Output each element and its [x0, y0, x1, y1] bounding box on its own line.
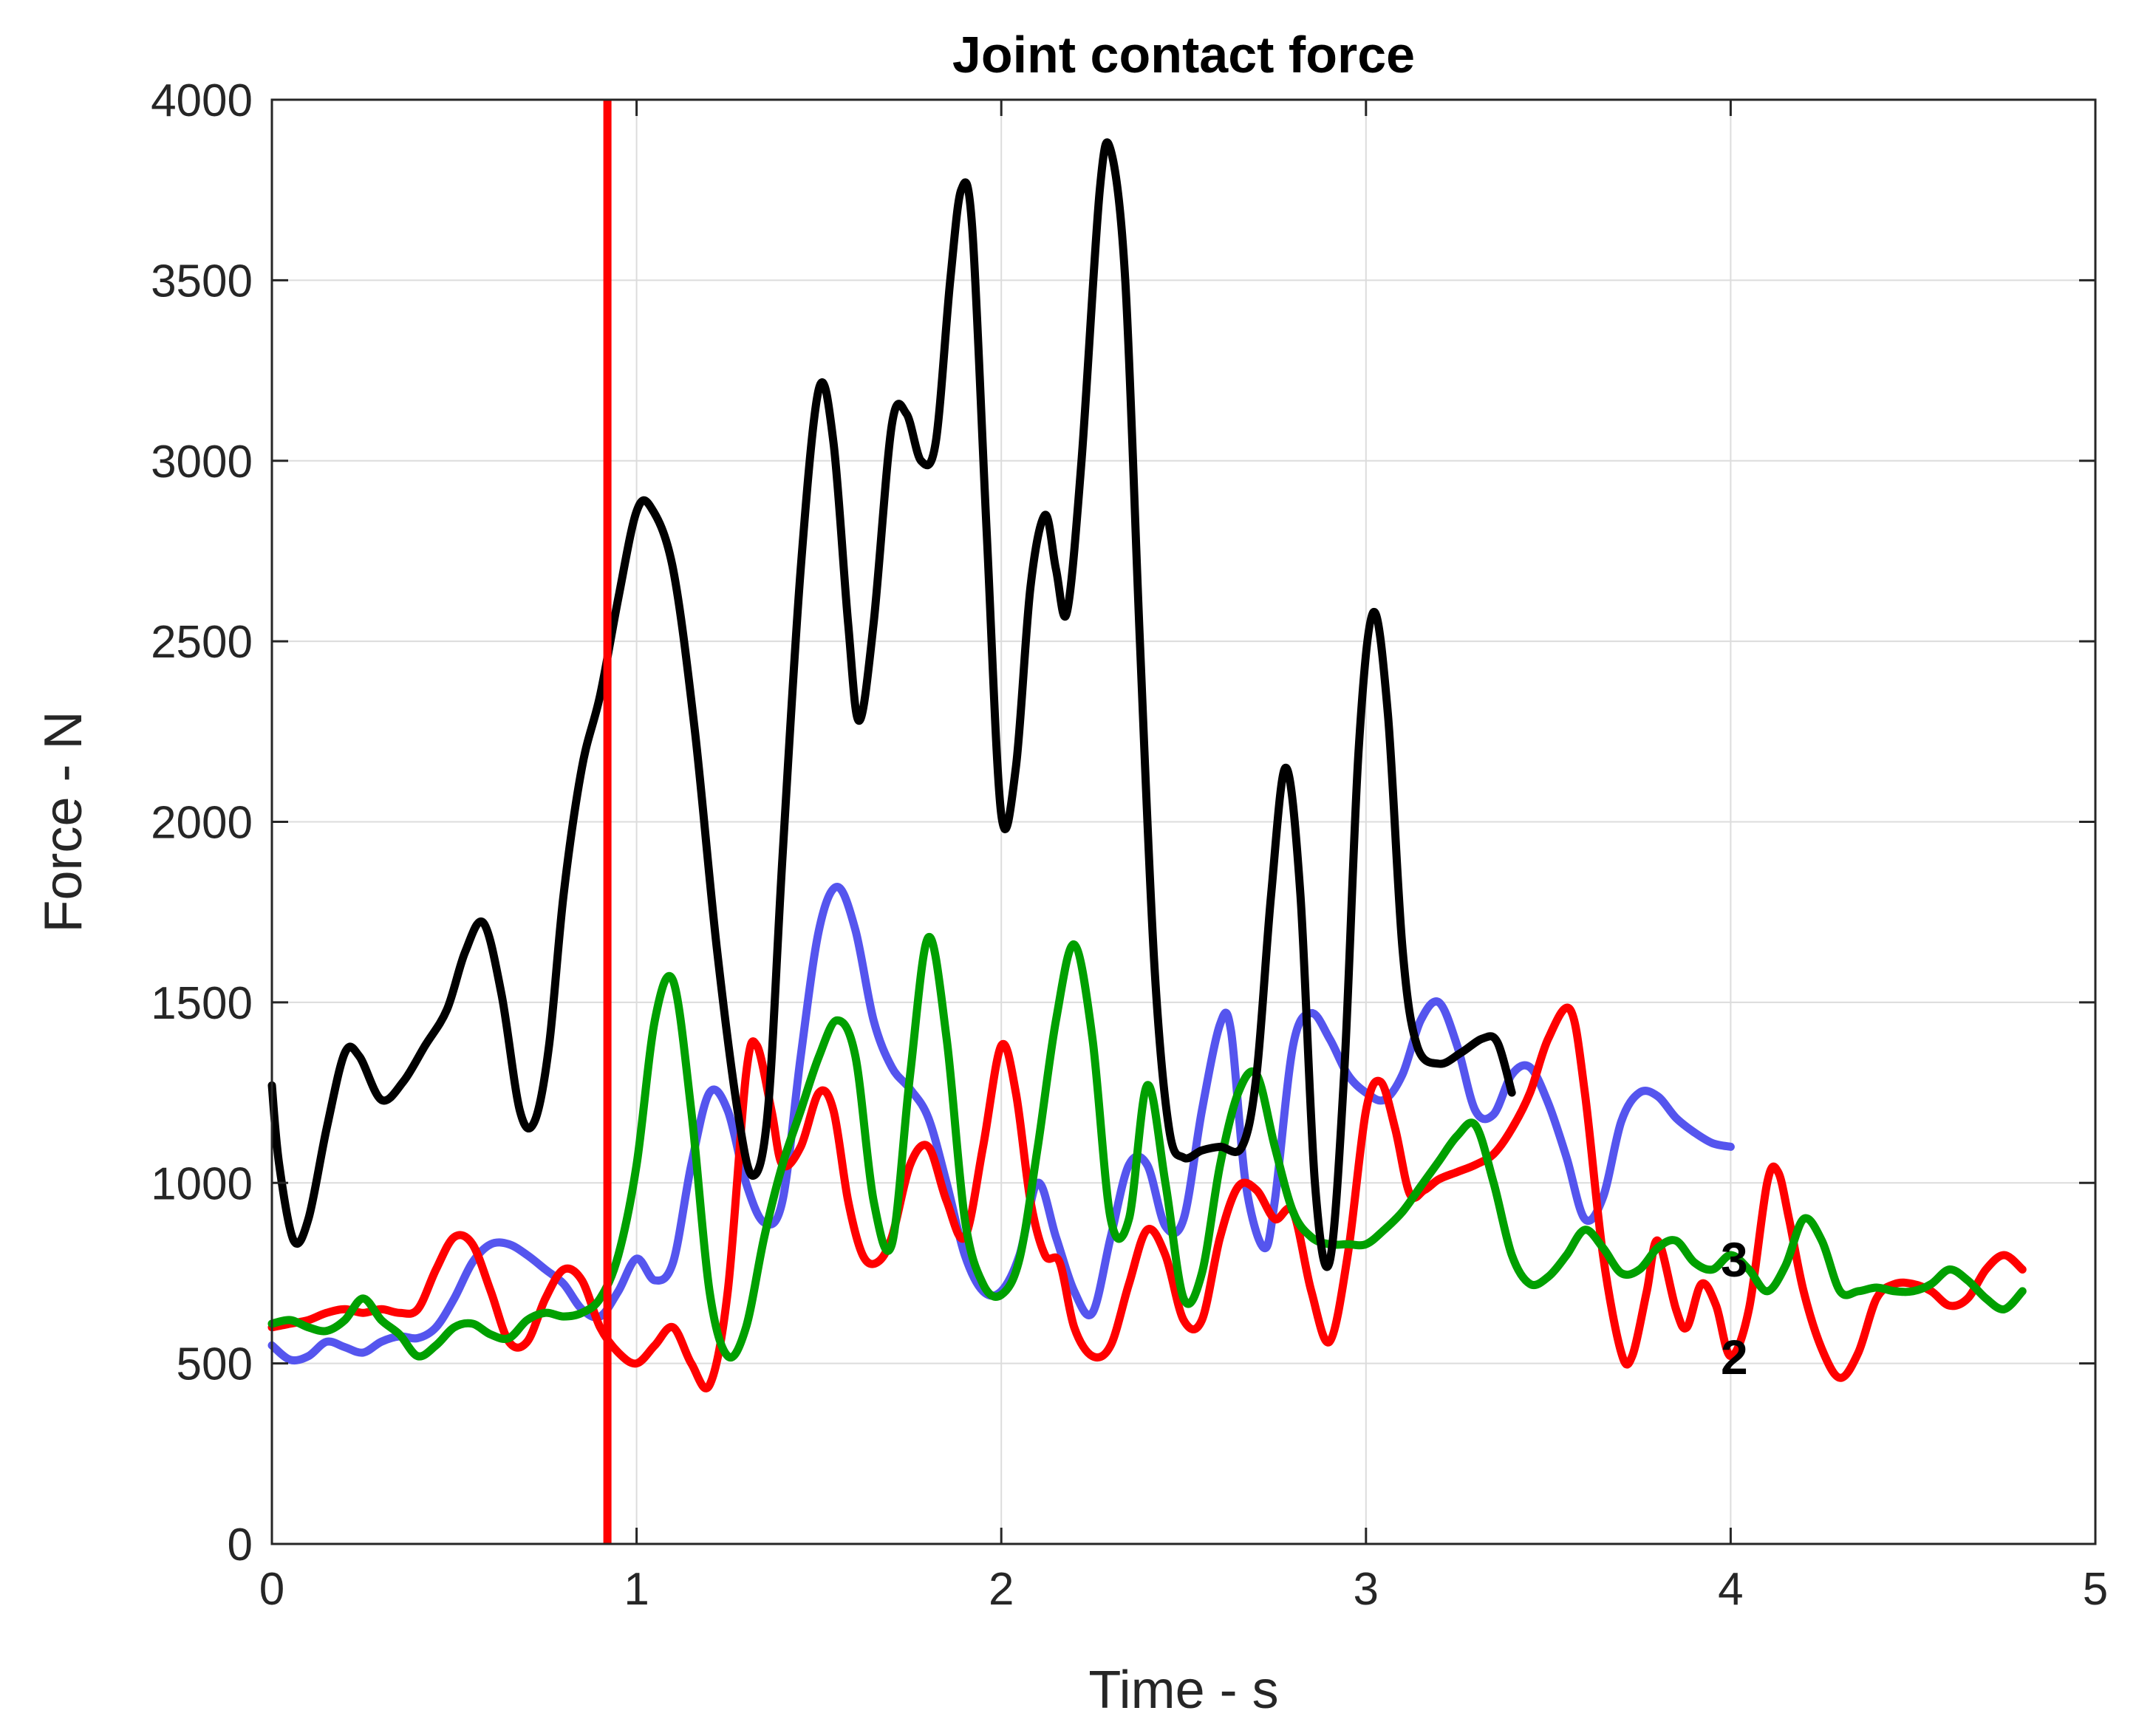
x-tick-label: 1: [624, 1564, 649, 1615]
y-tick-label: 0: [228, 1520, 253, 1571]
series-annotation-label: 2: [1721, 1330, 1748, 1384]
series-layer: [267, 138, 2027, 1392]
annotations: 32: [1721, 1232, 1748, 1384]
y-tick-label: 3000: [151, 437, 253, 488]
y-tick-label: 2500: [151, 617, 253, 668]
y-axis-label: Force - N: [34, 711, 93, 932]
series-annotation-label: 3: [1721, 1232, 1748, 1287]
series-line-3: [267, 1003, 2027, 1392]
y-tick-label: 2000: [151, 798, 253, 849]
y-tick-label: 1000: [151, 1158, 253, 1209]
x-axis-label: Time - s: [1088, 1661, 1278, 1720]
series-line-1: [267, 138, 1516, 1271]
x-tick-label: 5: [2083, 1564, 2108, 1615]
x-tick-label: 4: [1718, 1564, 1743, 1615]
x-tick-label: 3: [1354, 1564, 1379, 1615]
y-tick-label: 4000: [151, 75, 253, 126]
y-tick-label: 500: [177, 1339, 253, 1390]
series-line-4: [267, 933, 2027, 1362]
chart-title: Joint contact force: [952, 26, 1415, 83]
y-tick-label: 3500: [151, 256, 253, 307]
x-tick-label: 0: [259, 1564, 284, 1615]
tick-labels: 0 1 2 3 4 5 0 500 1000 1500 2000 2500 3000 3500 4000: [151, 75, 2108, 1615]
x-tick-label: 2: [989, 1564, 1014, 1615]
y-tick-label: 1500: [151, 978, 253, 1029]
